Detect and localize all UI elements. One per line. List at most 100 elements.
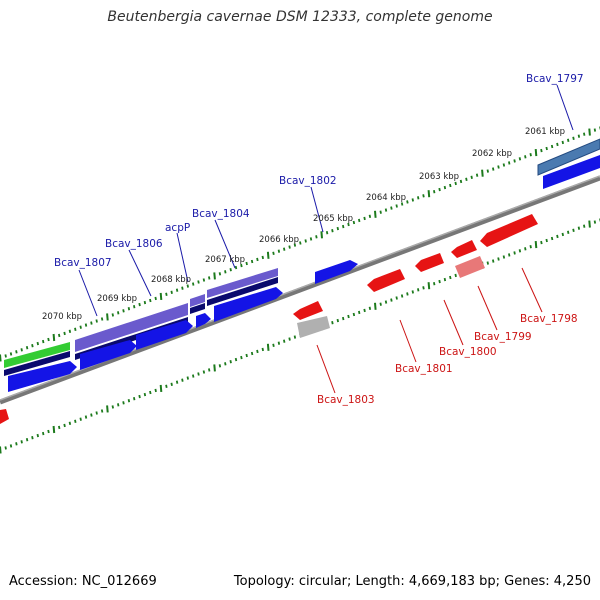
lower-tick: [572, 228, 575, 232]
gene-dark-1[interactable]: [207, 277, 278, 306]
upper-tick: [497, 165, 500, 169]
upper-tick: [208, 276, 211, 280]
gene-bcav-1806-bar[interactable]: [75, 303, 188, 352]
gene-label-bcav-1803[interactable]: Bcav_1803: [317, 394, 375, 406]
gene-arrow-bcav-1804[interactable]: [214, 287, 283, 322]
lower-tick: [31, 436, 34, 440]
upper-tick: [358, 218, 361, 223]
upper-tick: [470, 175, 473, 179]
upper-tick: [138, 302, 141, 307]
upper-tick: [325, 231, 329, 235]
upper-tick: [277, 249, 281, 253]
upper-tick: [395, 204, 398, 208]
lower-tick-track: [0, 218, 600, 454]
upper-tick: [175, 288, 179, 292]
upper-tick: [524, 155, 527, 159]
upper-tick: [556, 142, 559, 147]
gene-label-bcav-1797[interactable]: Bcav_1797: [526, 73, 584, 85]
lower-tick: [170, 382, 173, 386]
gene-label-acpp[interactable]: acpP: [165, 222, 190, 234]
lower-tick: [550, 236, 554, 241]
upper-tick: [25, 346, 29, 350]
upper-tick: [52, 333, 56, 342]
lower-tick: [384, 300, 388, 304]
lower-tick: [556, 234, 559, 239]
lower-tick: [15, 442, 18, 446]
lower-tick: [138, 394, 141, 399]
gene-green-bar[interactable]: [4, 342, 70, 368]
gene-arrow-bcav-1799-light[interactable]: [455, 256, 485, 278]
upper-tick: [181, 286, 184, 290]
gene-arrow-bcav-1802[interactable]: [315, 260, 358, 284]
lower-tick: [406, 292, 409, 296]
kbp-label: 2062 kbp: [472, 149, 512, 159]
lower-tick: [438, 279, 441, 284]
gene-label-bcav-1804[interactable]: Bcav_1804: [192, 208, 250, 220]
upper-tick: [127, 307, 131, 311]
kbp-label: 2065 kbp: [313, 214, 353, 224]
lower-tick: [208, 368, 211, 372]
lower-tick: [411, 290, 414, 294]
upper-tick: [117, 311, 120, 315]
gene-label-bcav-1806[interactable]: Bcav_1806: [105, 238, 163, 250]
gene-label-bcav-1801[interactable]: Bcav_1801: [395, 363, 453, 375]
lower-tick: [159, 384, 163, 392]
lower-tick: [100, 409, 104, 413]
lower-tick: [374, 302, 377, 310]
kbp-label: 2061 kbp: [525, 127, 565, 137]
lower-tick: [368, 306, 372, 310]
gene-acpp-bar[interactable]: [190, 294, 205, 307]
gene-dark-2[interactable]: [190, 303, 205, 314]
upper-tick: [379, 210, 382, 214]
gene-dark-4[interactable]: [4, 351, 70, 376]
gene-arrow-bcav-1797[interactable]: [543, 155, 600, 189]
gene-arrow-bcav-1798[interactable]: [480, 214, 538, 247]
gene-arrow-bcav-1801[interactable]: [367, 269, 405, 292]
gene-label-bcav-1800[interactable]: Bcav_1800: [439, 346, 497, 358]
upper-tick: [63, 331, 66, 336]
upper-tick: [47, 337, 50, 342]
gene-bcav-1804-bar[interactable]: [207, 268, 278, 298]
lower-tick: [347, 314, 350, 319]
lower-tick: [508, 253, 511, 257]
upper-tick: [411, 198, 414, 202]
upper-tick: [197, 280, 200, 284]
upper-tick: [4, 354, 7, 358]
lower-tick: [502, 255, 506, 259]
gene-arrow-bcav-1799[interactable]: [451, 240, 477, 258]
lower-tick: [422, 286, 425, 290]
gene-arrow-bcav-1800[interactable]: [415, 253, 444, 272]
gene-label-bcav-1798[interactable]: Bcav_1798: [520, 313, 578, 325]
gene-arrow-bcav-1806b[interactable]: [80, 340, 137, 370]
upper-tick: [240, 263, 243, 268]
upper-tick: [68, 329, 72, 333]
upper-tick: [170, 290, 173, 294]
gene-bcav-1797-bar[interactable]: [537, 138, 600, 176]
lower-tick: [36, 433, 39, 438]
upper-tick: [567, 138, 570, 142]
upper-tick: [331, 229, 334, 233]
gene-arrow-bcav-1807[interactable]: [8, 361, 77, 392]
lower-tick: [245, 353, 248, 358]
gene-label-bcav-1799[interactable]: Bcav_1799: [474, 331, 532, 343]
genome-backbone: [0, 175, 600, 405]
gene-arrow-bcav-1803[interactable]: [293, 301, 323, 320]
upper-tick: [283, 247, 286, 251]
lower-tick: [197, 372, 200, 376]
lower-tick: [122, 401, 125, 405]
gene-arrow-bcav-1806[interactable]: [136, 320, 193, 350]
upper-tick: [20, 348, 23, 352]
gene-bcav-1803-gray[interactable]: [297, 316, 330, 338]
upper-tick: [309, 237, 313, 241]
gene-arrow-acpp[interactable]: [196, 313, 211, 328]
upper-tick: [417, 196, 420, 200]
gene-label-bcav-1807[interactable]: Bcav_1807: [54, 257, 112, 269]
lower-tick: [277, 341, 281, 345]
kbp-label: 2067 kbp: [205, 255, 245, 265]
upper-tick: [111, 313, 114, 317]
gene-label-bcav-1802[interactable]: Bcav_1802: [279, 175, 337, 187]
lower-tick: [417, 288, 420, 292]
gene-arrow-left-edge[interactable]: [0, 409, 9, 424]
upper-tick: [481, 169, 484, 177]
lower-tick: [95, 411, 98, 415]
